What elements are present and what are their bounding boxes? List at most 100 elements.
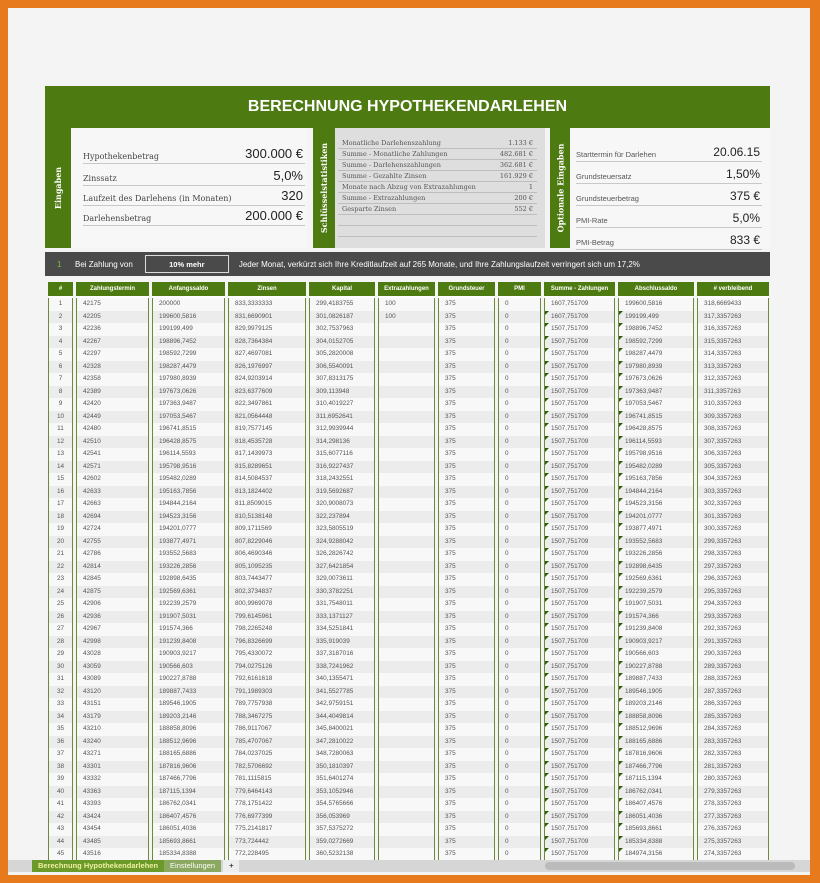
table-cell[interactable]: 375 xyxy=(438,385,495,398)
table-cell[interactable]: 822,3497861 xyxy=(228,398,306,411)
table-cell[interactable]: 1507,751709 xyxy=(544,760,615,773)
input-value[interactable]: 320 xyxy=(281,188,303,203)
table-cell[interactable]: 23 xyxy=(48,573,73,586)
table-cell[interactable] xyxy=(378,348,435,361)
table-cell[interactable]: 274,3357263 xyxy=(697,848,769,861)
table-cell[interactable]: 350,1810397 xyxy=(309,760,375,773)
table-cell[interactable]: 1507,751709 xyxy=(544,698,615,711)
table-cell[interactable]: 43516 xyxy=(76,848,149,861)
table-cell[interactable]: 43120 xyxy=(76,685,149,698)
table-cell[interactable]: 44 xyxy=(48,835,73,848)
table-cell[interactable]: 16 xyxy=(48,485,73,498)
table-cell[interactable]: 192239,2579 xyxy=(152,598,225,611)
table-cell[interactable]: 794,0275126 xyxy=(228,660,306,673)
table-cell[interactable] xyxy=(378,735,435,748)
table-cell[interactable]: 195163,7856 xyxy=(618,473,694,486)
table-cell[interactable]: 375 xyxy=(438,835,495,848)
table-cell[interactable]: 186051,4036 xyxy=(618,810,694,823)
table-cell[interactable]: 187115,1394 xyxy=(152,785,225,798)
table-cell[interactable]: 375 xyxy=(438,523,495,536)
table-cell[interactable]: 375 xyxy=(438,548,495,561)
table-cell[interactable]: 326,2826742 xyxy=(309,548,375,561)
table-cell[interactable]: 340,1355471 xyxy=(309,673,375,686)
table-cell[interactable]: 42602 xyxy=(76,473,149,486)
table-cell[interactable]: 330,3782251 xyxy=(309,585,375,598)
table-cell[interactable]: 193552,5683 xyxy=(618,535,694,548)
table-cell[interactable]: 1507,751709 xyxy=(544,848,615,861)
table-cell[interactable]: 189203,2146 xyxy=(618,698,694,711)
table-cell[interactable]: 318,6669433 xyxy=(697,298,769,311)
table-cell[interactable]: 1507,751709 xyxy=(544,448,615,461)
table-cell[interactable]: 375 xyxy=(438,585,495,598)
table-cell[interactable]: 300,3357263 xyxy=(697,523,769,536)
table-cell[interactable]: 307,3357263 xyxy=(697,435,769,448)
table-cell[interactable]: 342,9759151 xyxy=(309,698,375,711)
table-cell[interactable] xyxy=(378,585,435,598)
table-cell[interactable]: 1507,751709 xyxy=(544,610,615,623)
table-cell[interactable]: 275,3357263 xyxy=(697,835,769,848)
table-cell[interactable]: 194201,0777 xyxy=(152,523,225,536)
table-cell[interactable]: 43179 xyxy=(76,710,149,723)
table-cell[interactable]: 1507,751709 xyxy=(544,523,615,536)
optional-value[interactable]: 375 € xyxy=(729,189,760,203)
table-cell[interactable]: 0 xyxy=(498,410,541,423)
table-cell[interactable]: 287,3357263 xyxy=(697,685,769,698)
table-cell[interactable]: 193226,2856 xyxy=(618,548,694,561)
table-cell[interactable]: 17 xyxy=(48,498,73,511)
table-cell[interactable]: 0 xyxy=(498,785,541,798)
table-cell[interactable]: 375 xyxy=(438,598,495,611)
table-cell[interactable]: 283,3357263 xyxy=(697,735,769,748)
table-cell[interactable]: 43028 xyxy=(76,648,149,661)
table-cell[interactable]: 1507,751709 xyxy=(544,510,615,523)
table-cell[interactable]: 189887,7433 xyxy=(152,685,225,698)
table-cell[interactable]: 1507,751709 xyxy=(544,335,615,348)
table-cell[interactable]: 190903,9217 xyxy=(618,635,694,648)
table-cell[interactable]: 310,3357263 xyxy=(697,398,769,411)
table-cell[interactable]: 22 xyxy=(48,560,73,573)
table-cell[interactable]: 43424 xyxy=(76,810,149,823)
table-cell[interactable]: 28 xyxy=(48,635,73,648)
table-cell[interactable]: 2 xyxy=(48,310,73,323)
column-header[interactable]: Grundsteuer xyxy=(438,282,495,298)
table-cell[interactable]: 375 xyxy=(438,673,495,686)
table-cell[interactable]: 0 xyxy=(498,335,541,348)
table-cell[interactable]: 306,3357263 xyxy=(697,448,769,461)
table-cell[interactable]: 42571 xyxy=(76,460,149,473)
table-cell[interactable]: 43485 xyxy=(76,835,149,848)
table-cell[interactable]: 42236 xyxy=(76,323,149,336)
table-cell[interactable]: 190903,9217 xyxy=(152,648,225,661)
table-cell[interactable]: 0 xyxy=(498,498,541,511)
table-cell[interactable]: 39 xyxy=(48,773,73,786)
table-cell[interactable]: 41 xyxy=(48,798,73,811)
table-cell[interactable]: 375 xyxy=(438,535,495,548)
table-cell[interactable]: 805,1095235 xyxy=(228,560,306,573)
table-cell[interactable]: 42936 xyxy=(76,610,149,623)
table-cell[interactable]: 375 xyxy=(438,573,495,586)
table-cell[interactable]: 18 xyxy=(48,510,73,523)
table-cell[interactable]: 1507,751709 xyxy=(544,835,615,848)
table-cell[interactable]: 198896,7452 xyxy=(618,323,694,336)
table-cell[interactable]: 45 xyxy=(48,848,73,861)
table-cell[interactable]: 34 xyxy=(48,710,73,723)
table-cell[interactable]: 193226,2856 xyxy=(152,560,225,573)
table-cell[interactable]: 375 xyxy=(438,685,495,698)
table-cell[interactable]: 375 xyxy=(438,748,495,761)
table-cell[interactable]: 279,3357263 xyxy=(697,785,769,798)
table-cell[interactable]: 186051,4036 xyxy=(152,823,225,836)
table-cell[interactable]: 13 xyxy=(48,448,73,461)
table-cell[interactable]: 322,237894 xyxy=(309,510,375,523)
table-cell[interactable]: 191574,366 xyxy=(152,623,225,636)
table-cell[interactable]: 802,3734837 xyxy=(228,585,306,598)
table-cell[interactable]: 0 xyxy=(498,460,541,473)
table-cell[interactable]: 375 xyxy=(438,310,495,323)
table-cell[interactable]: 833,3333333 xyxy=(228,298,306,311)
table-cell[interactable] xyxy=(378,635,435,648)
table-cell[interactable]: 779,6464143 xyxy=(228,785,306,798)
table-cell[interactable]: 195798,9516 xyxy=(152,460,225,473)
table-cell[interactable]: 0 xyxy=(498,448,541,461)
table-cell[interactable]: 186407,4576 xyxy=(152,810,225,823)
table-cell[interactable]: 289,3357263 xyxy=(697,660,769,673)
input-value[interactable]: 5,0% xyxy=(273,168,303,183)
table-cell[interactable]: 0 xyxy=(498,435,541,448)
table-cell[interactable]: 375 xyxy=(438,710,495,723)
